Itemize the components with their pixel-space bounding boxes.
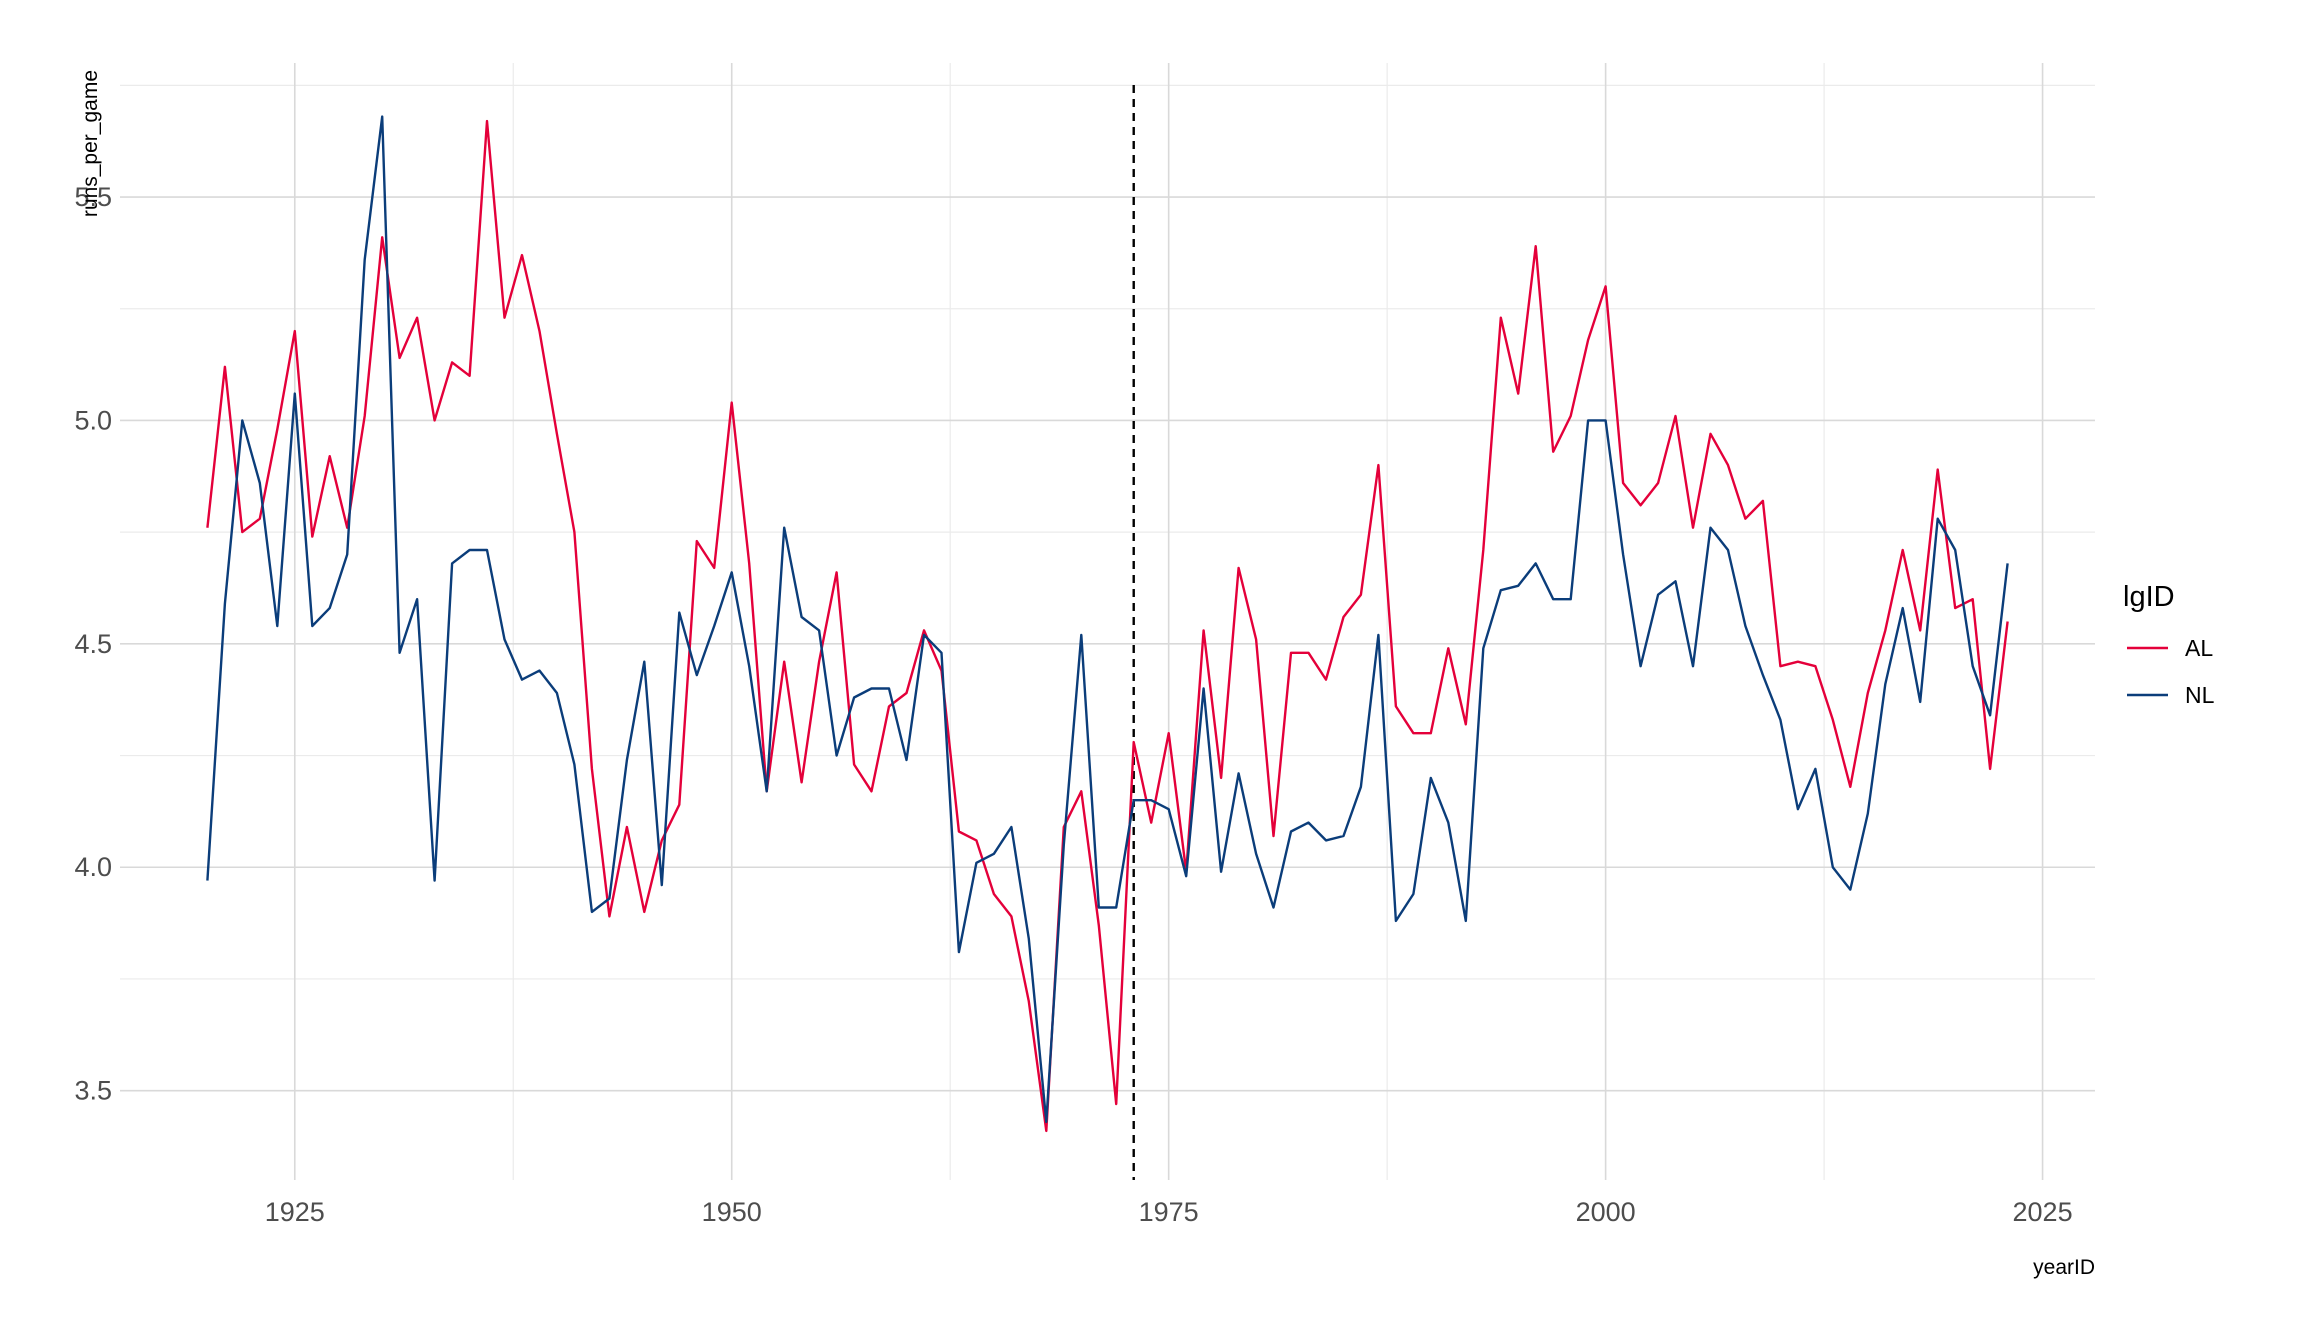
legend-title: lgID bbox=[2123, 581, 2175, 613]
series-layer bbox=[206, 115, 2009, 1133]
x-axis-title: yearID bbox=[2033, 1256, 2095, 1279]
y-tick-label: 4.0 bbox=[74, 852, 112, 882]
minor-gridlines bbox=[120, 63, 2095, 1180]
x-tick-label: 2000 bbox=[1576, 1197, 1636, 1227]
x-tick-label: 1975 bbox=[1139, 1197, 1199, 1227]
y-tick-label: 4.5 bbox=[74, 629, 112, 659]
major-gridlines bbox=[120, 63, 2095, 1180]
series-line-nl bbox=[206, 115, 2009, 1124]
x-tick-label: 2025 bbox=[2013, 1197, 2073, 1227]
series-line-al bbox=[206, 119, 2009, 1133]
y-axis-title: runs_per_game bbox=[79, 70, 102, 217]
y-tick-label: 5.5 bbox=[74, 182, 112, 212]
legend-label-al: AL bbox=[2185, 635, 2213, 661]
legend-items: AL NL bbox=[2127, 635, 2215, 708]
x-axis-tick-labels: 1925 1950 1975 2000 2025 bbox=[265, 1197, 2073, 1227]
x-tick-label: 1925 bbox=[265, 1197, 325, 1227]
x-tick-label: 1950 bbox=[702, 1197, 762, 1227]
y-tick-label: 3.5 bbox=[74, 1076, 112, 1106]
legend: lgID AL NL bbox=[2123, 581, 2215, 708]
y-tick-label: 5.0 bbox=[74, 405, 112, 435]
legend-label-nl: NL bbox=[2185, 682, 2215, 708]
y-axis-tick-labels: 3.5 4.0 4.5 5.0 5.5 bbox=[74, 182, 112, 1106]
